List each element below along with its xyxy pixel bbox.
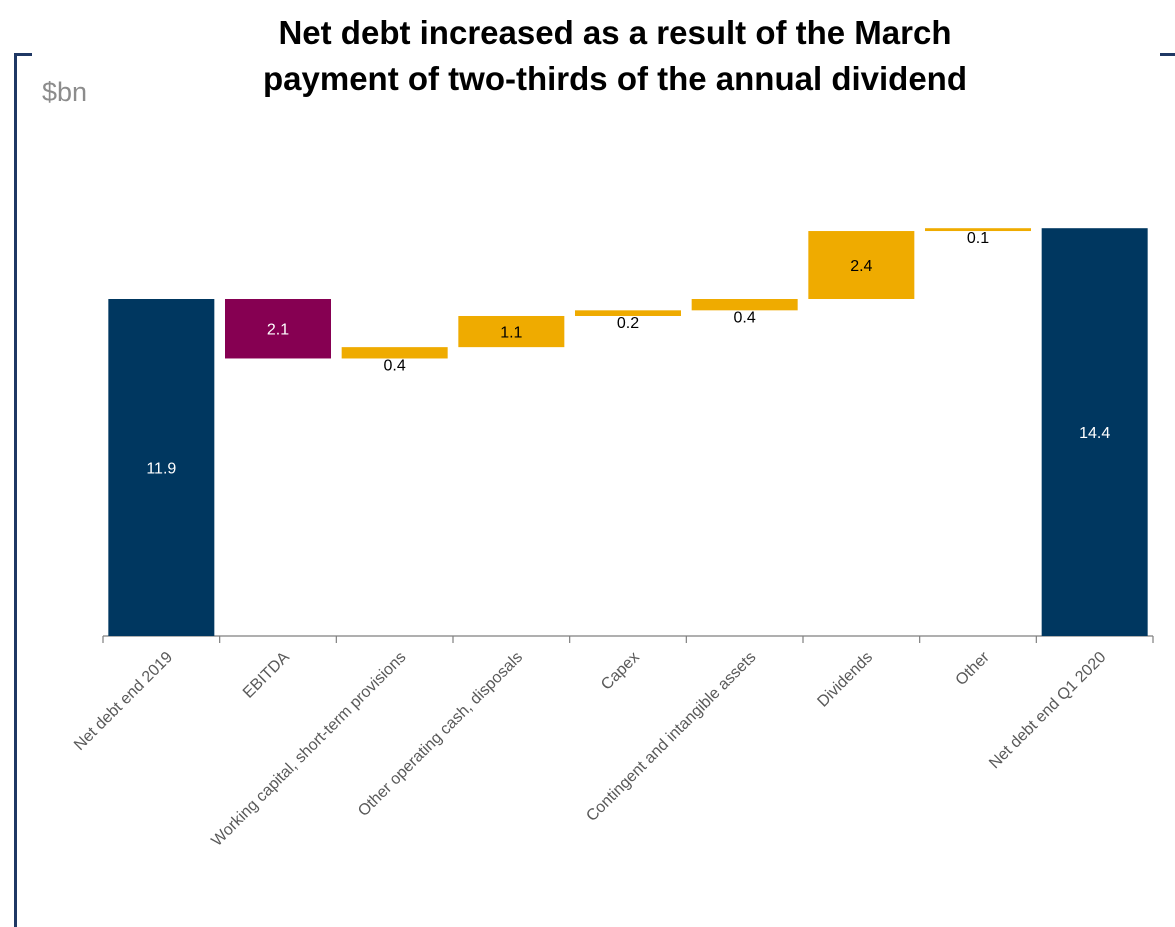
category-label: Capex	[598, 649, 643, 694]
data-label: 0.4	[384, 357, 406, 374]
unit-label: $bn	[42, 77, 88, 107]
bar-increase	[691, 299, 798, 311]
bar-increase	[341, 347, 448, 359]
frame-top-right-corner	[1160, 53, 1175, 56]
category-label: Net debt end 2019	[71, 649, 176, 754]
frame-left-border	[14, 53, 17, 927]
category-label: Working capital, short-term provisions	[208, 649, 409, 850]
data-label: 14.4	[1079, 425, 1110, 442]
bar-total	[1041, 228, 1148, 637]
data-label: 0.1	[967, 230, 989, 247]
category-label: Dividends	[814, 649, 876, 711]
category-label: Other	[953, 648, 994, 689]
bar-increase	[458, 315, 565, 348]
data-label: 2.1	[267, 322, 289, 339]
bar-decrease	[225, 299, 331, 359]
data-label: 1.1	[500, 325, 522, 342]
data-label: 2.4	[850, 258, 872, 275]
bar-total	[108, 299, 215, 636]
chart-title: Net debt increased as a result of the Ma…	[160, 10, 1070, 102]
category-label: EBITDA	[240, 649, 293, 702]
frame-top-left-corner	[14, 53, 32, 56]
bar-increase	[808, 231, 915, 299]
chart-title-line-2: payment of two-thirds of the annual divi…	[262, 60, 967, 97]
bar-increase	[925, 228, 1031, 232]
data-label: 0.2	[617, 315, 639, 332]
bar-increase	[575, 310, 681, 316]
category-label: Net debt end Q1 2020	[986, 649, 1109, 772]
data-label: 0.4	[734, 309, 756, 326]
data-label: 11.9	[146, 461, 176, 478]
chart-title-line-1: Net debt increased as a result of the Ma…	[278, 14, 952, 51]
